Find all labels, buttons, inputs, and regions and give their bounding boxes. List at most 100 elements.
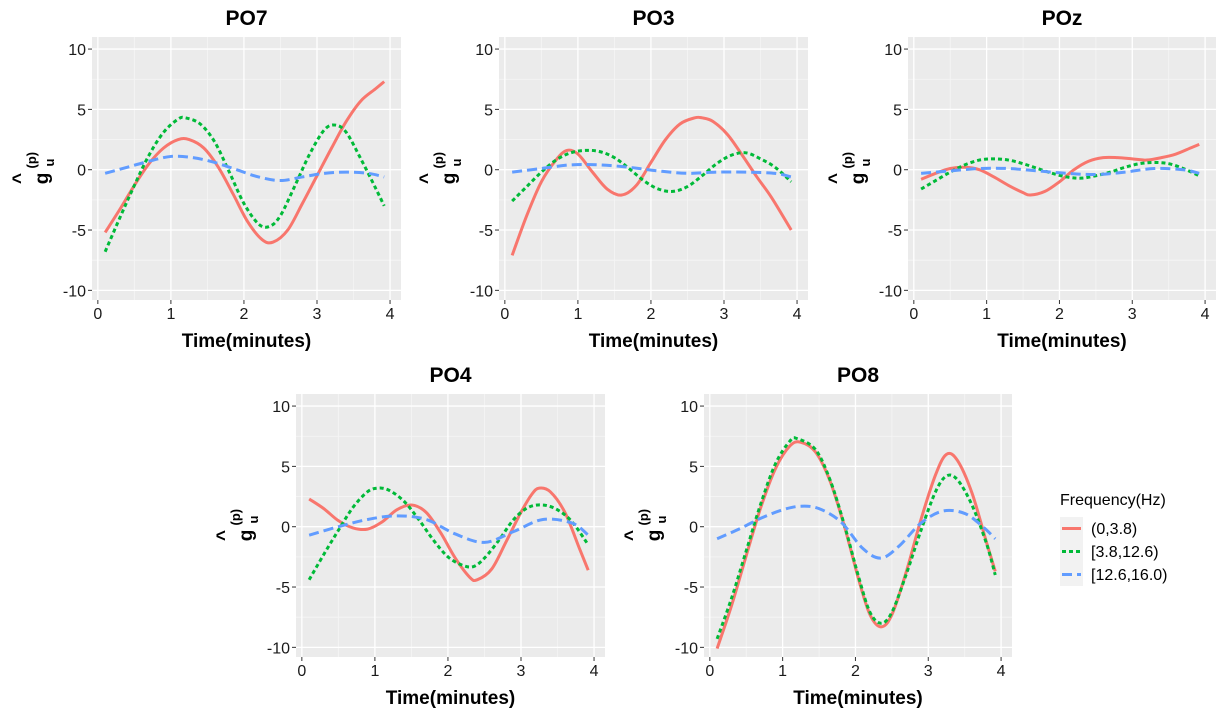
- minor-gridlines: [499, 37, 808, 300]
- x-tick-label: 1: [166, 306, 175, 323]
- y-tick-label: 5: [893, 102, 902, 119]
- axes: 0 1 2 3 4 -10 -5 0 5 10: [470, 42, 802, 323]
- y-label-subscript: u: [449, 159, 464, 167]
- x-tick-label: 0: [93, 306, 102, 323]
- y-label-hat: ^: [10, 173, 31, 184]
- series-line-3: [104, 154, 385, 183]
- y-label-base: g: [644, 530, 665, 542]
- axes: 0 1 2 3 4 -10 -5 0 5 10: [267, 399, 599, 680]
- series-line-2: [511, 148, 793, 203]
- legend-label: [3.8,12.6): [1091, 544, 1159, 561]
- panel-title: PO7: [225, 7, 267, 30]
- y-tick-label: 5: [689, 459, 698, 476]
- x-tick-label: 2: [443, 663, 452, 680]
- series-line-3: [308, 514, 590, 544]
- series-line-1: [510, 115, 793, 256]
- major-gridlines: [296, 394, 605, 657]
- legend-entry-1: (0,3.8): [1060, 517, 1137, 540]
- y-tick-label: -10: [470, 283, 493, 300]
- series-line-2: [920, 157, 1200, 191]
- legend: Frequency(Hz) (0,3.8) [3.8,12.6) [12.6,16.…: [1060, 492, 1168, 586]
- x-tick-label: 1: [982, 306, 991, 323]
- panel-title: PO3: [632, 7, 674, 30]
- series-line-3: [716, 504, 997, 560]
- y-label-superscript: (p): [24, 152, 39, 169]
- y-tick-label: 0: [484, 163, 493, 180]
- x-tick-label: 0: [500, 306, 509, 323]
- axes: 0 1 2 3 4 -10 -5 0 5 10: [63, 42, 395, 323]
- panel-title: PO4: [429, 364, 471, 387]
- x-axis-label: Time(minutes): [182, 331, 312, 352]
- y-axis-label: ^ g (p) u: [10, 152, 57, 184]
- y-tick-label: -10: [879, 283, 902, 300]
- y-label-superscript: (p): [431, 152, 446, 169]
- x-tick-label: 1: [778, 663, 787, 680]
- series-line-2: [103, 115, 386, 253]
- x-tick-label: 3: [924, 663, 933, 680]
- y-tick-label: 10: [68, 42, 86, 59]
- x-tick-label: 4: [997, 663, 1006, 680]
- series-line-1: [920, 142, 1200, 197]
- legend-title: Frequency(Hz): [1060, 492, 1166, 509]
- legend-keys: (0,3.8) [3.8,12.6) [12.6,16.0): [1060, 517, 1168, 586]
- y-label-superscript: (p): [636, 509, 651, 526]
- major-gridlines: [908, 37, 1216, 300]
- x-tick-label: 4: [386, 306, 395, 323]
- x-tick-label: 0: [705, 663, 714, 680]
- legend-entry-3: [12.6,16.0): [1060, 563, 1168, 586]
- y-tick-label: 5: [77, 102, 86, 119]
- y-tick-label: -5: [888, 223, 902, 240]
- y-tick-label: 10: [475, 42, 493, 59]
- x-tick-label: 3: [517, 663, 526, 680]
- x-tick-label: 0: [909, 306, 918, 323]
- x-tick-label: 1: [370, 663, 379, 680]
- facet-panel-poz: 0 1 2 3 4 -10 -5 0 5 10 POz Time(minutes) ^ g (p) u: [826, 7, 1216, 352]
- series-line-3: [920, 166, 1200, 177]
- x-tick-label: 0: [297, 663, 306, 680]
- axes: 0 1 2 3 4 -10 -5 0 5 10: [675, 399, 1006, 680]
- y-label-subscript: u: [654, 516, 669, 524]
- y-tick-label: -10: [267, 640, 290, 657]
- y-tick-label: 10: [680, 399, 698, 416]
- y-label-superscript: (p): [840, 152, 855, 169]
- y-label-base: g: [236, 530, 257, 542]
- y-tick-label: 0: [689, 520, 698, 537]
- series-line-2: [715, 436, 997, 640]
- y-tick-label: -10: [675, 640, 698, 657]
- facet-panel-po4: 0 1 2 3 4 -10 -5 0 5 10 PO4 Time(minutes) ^ g (p) u: [214, 364, 605, 709]
- y-label-superscript: (p): [228, 509, 243, 526]
- x-axis-label: Time(minutes): [386, 688, 516, 709]
- y-tick-label: -10: [63, 283, 86, 300]
- x-tick-label: 2: [239, 306, 248, 323]
- x-axis-label: Time(minutes): [997, 331, 1127, 352]
- x-tick-label: 3: [1128, 306, 1137, 323]
- x-tick-label: 4: [793, 306, 802, 323]
- facet-panel-po7: 0 1 2 3 4 -10 -5 0 5 10 PO7 Time(minutes) ^ g (p) u: [10, 7, 401, 352]
- x-tick-label: 1: [573, 306, 582, 323]
- series-lines: [103, 80, 386, 253]
- y-label-base: g: [439, 173, 460, 185]
- series-lines: [920, 142, 1200, 197]
- x-axis-label: Time(minutes): [589, 331, 719, 352]
- x-tick-label: 4: [590, 663, 599, 680]
- major-gridlines: [704, 394, 1012, 657]
- x-tick-label: 2: [851, 663, 860, 680]
- series-line-3: [511, 163, 792, 179]
- axes: 0 1 2 3 4 -10 -5 0 5 10: [879, 42, 1210, 323]
- y-tick-label: -5: [684, 580, 698, 597]
- legend-entry-2: [3.8,12.6): [1060, 540, 1159, 563]
- series-line-2: [307, 486, 590, 581]
- y-label-hat: ^: [214, 530, 235, 541]
- y-tick-label: -5: [479, 223, 493, 240]
- y-tick-label: -5: [276, 580, 290, 597]
- x-tick-label: 3: [313, 306, 322, 323]
- y-tick-label: -5: [72, 223, 86, 240]
- y-axis-label: ^ g (p) u: [622, 509, 669, 541]
- y-tick-label: 0: [77, 163, 86, 180]
- x-tick-label: 4: [1201, 306, 1210, 323]
- y-axis-label: ^ g (p) u: [214, 509, 261, 541]
- y-label-base: g: [32, 173, 53, 185]
- panel-title: PO8: [837, 364, 879, 387]
